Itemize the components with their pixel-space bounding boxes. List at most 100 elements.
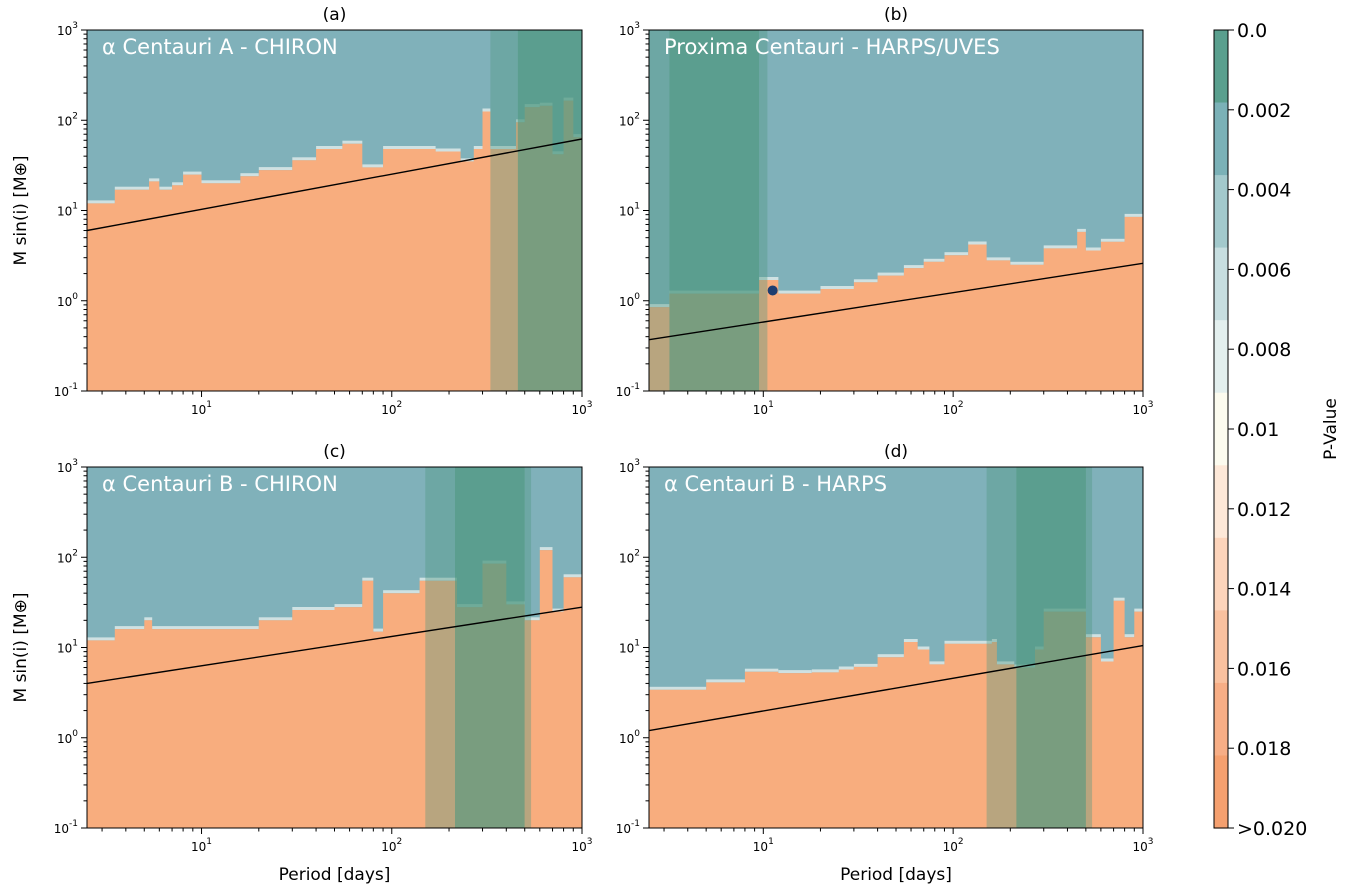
transition-cell xyxy=(991,639,997,642)
colorbar-segment xyxy=(1214,537,1228,611)
transition-cell xyxy=(1043,245,1078,249)
transition-cell xyxy=(87,637,115,641)
shaded-region-2 xyxy=(1016,467,1086,828)
plot-area xyxy=(87,30,582,391)
panel-d: 101 102 103 10-1 100 101 102 103 (d) α Centauri B… xyxy=(616,442,1154,885)
y-tick-label: 102 xyxy=(619,111,640,128)
transition-cell xyxy=(1085,247,1101,251)
transition-cell xyxy=(1124,213,1143,217)
y-tick-label: 100 xyxy=(57,729,78,746)
transition-cell xyxy=(923,258,945,262)
transition-cell xyxy=(759,277,779,280)
transition-cell xyxy=(183,171,202,175)
detectable-region xyxy=(87,100,582,391)
colorbar-segment xyxy=(1214,30,1228,104)
colorbar-tick-label: 0.008 xyxy=(1237,339,1291,361)
transition-cell xyxy=(201,180,241,184)
shaded-region-2 xyxy=(517,30,582,391)
shaded-region-1 xyxy=(425,467,455,828)
colorbar-tick-label: 0.014 xyxy=(1237,579,1291,601)
colorbar-tick-label: 0.002 xyxy=(1237,100,1291,122)
y-tick-label: 10-1 xyxy=(54,382,78,399)
x-tick-label: 103 xyxy=(1132,400,1153,417)
shaded-region-1 xyxy=(649,30,670,391)
transition-cell xyxy=(87,200,115,204)
plot-area xyxy=(87,467,582,828)
panel-label: α Centauri B - HARPS xyxy=(664,472,887,496)
transition-cell xyxy=(539,547,553,551)
colorbar-tick-label: >0.020 xyxy=(1237,818,1307,840)
transition-cell xyxy=(292,607,335,610)
transition-cell xyxy=(373,628,383,632)
y-tick-label: 101 xyxy=(57,639,78,656)
x-tick-label: 102 xyxy=(943,400,964,417)
transition-cell xyxy=(1134,608,1143,612)
x-axis-label: Period [days] xyxy=(840,865,952,885)
transition-cell xyxy=(316,146,343,149)
transition-cell xyxy=(258,167,293,171)
transition-cell xyxy=(706,679,745,683)
transition-cell xyxy=(435,148,461,152)
transition-cell xyxy=(114,186,150,190)
y-tick-label: 101 xyxy=(619,202,640,219)
transition-cell xyxy=(811,669,839,673)
y-tick-label: 100 xyxy=(57,292,78,309)
x-tick-label: 101 xyxy=(753,837,774,854)
transition-cell xyxy=(838,666,854,670)
colorbar-segment xyxy=(1214,102,1228,176)
transition-cell xyxy=(383,590,420,594)
transition-cell xyxy=(172,182,184,186)
shaded-region-3 xyxy=(759,30,768,391)
planet-marker xyxy=(767,285,778,296)
transition-cell xyxy=(903,265,924,269)
transition-cell xyxy=(159,186,172,190)
transition-cell xyxy=(419,577,457,581)
y-tick-label: 10-1 xyxy=(54,819,78,836)
y-axis-label: M sin(i) [M⊕] xyxy=(11,593,31,703)
transition-cell xyxy=(944,252,969,256)
transition-cell xyxy=(968,241,987,245)
plot-area xyxy=(649,30,1143,391)
transition-cell xyxy=(334,604,363,608)
transition-cell xyxy=(903,639,918,642)
y-tick-label: 103 xyxy=(57,21,78,38)
y-tick-label: 100 xyxy=(619,729,640,746)
colorbar-tick-label: 0.016 xyxy=(1237,658,1291,680)
transition-cell xyxy=(482,108,491,112)
trend-line xyxy=(87,606,582,685)
transition-cell xyxy=(1100,238,1125,242)
y-tick-label: 103 xyxy=(619,458,640,475)
shaded-region-2 xyxy=(669,30,760,391)
panel-c: 101 102 103 10-1 100 101 102 103 (c) α Centauri B… xyxy=(11,442,593,885)
transition-cell xyxy=(877,272,904,276)
transition-cell xyxy=(292,157,317,161)
x-tick-label: 103 xyxy=(571,837,592,854)
y-tick-label: 103 xyxy=(619,21,640,38)
y-tick-label: 102 xyxy=(57,111,78,128)
transition-cell xyxy=(778,670,812,674)
colorbar-label: P-Value xyxy=(1321,398,1341,460)
colorbar-segment xyxy=(1214,682,1228,756)
shaded-region-2 xyxy=(455,467,525,828)
transition-cell xyxy=(917,646,930,650)
transition-cell xyxy=(149,178,160,182)
transition-cell xyxy=(144,617,153,621)
x-tick-label: 102 xyxy=(381,400,402,417)
panel-a: 101 102 103 10-1 100 101 102 103 (a) α Centauri A… xyxy=(11,5,593,417)
shaded-region-1 xyxy=(986,467,1017,828)
transition-cell xyxy=(490,146,516,149)
transition-cell xyxy=(986,257,1011,261)
transition-cell xyxy=(1124,634,1135,638)
panel-label: Proxima Centauri - HARPS/UVES xyxy=(664,35,1000,59)
y-tick-label: 10-1 xyxy=(616,819,640,836)
transition-cell xyxy=(524,617,540,621)
colorbar-tick-label: 0.018 xyxy=(1237,738,1291,760)
colorbar-tick-label: 0.012 xyxy=(1237,499,1291,521)
transition-cell xyxy=(152,626,259,630)
transition-cell xyxy=(996,661,1015,665)
transition-cell xyxy=(362,164,384,168)
panel-title: (b) xyxy=(884,5,908,25)
transition-cell xyxy=(820,286,854,289)
transition-cell xyxy=(877,654,904,658)
